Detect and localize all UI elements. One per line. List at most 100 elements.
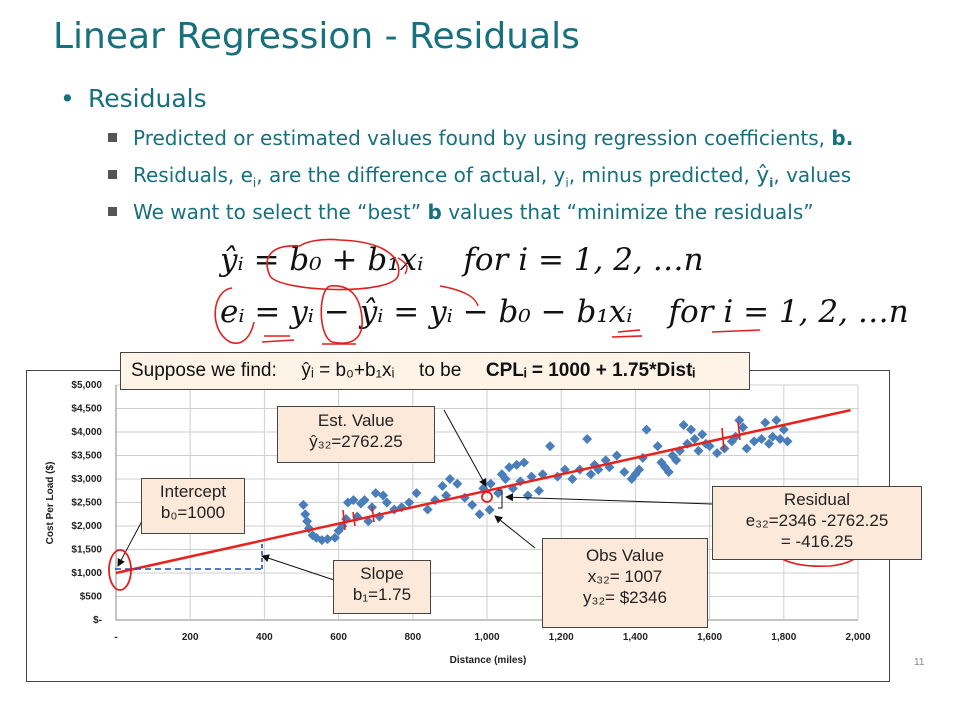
data-point <box>697 429 708 440</box>
x-tick-label: 1,200 <box>549 632 574 643</box>
annotation-circle-yhat <box>320 285 363 344</box>
data-point <box>441 490 452 501</box>
data-point <box>782 436 793 447</box>
equation-1: ŷᵢ = b₀ + b₁xᵢ <box>220 242 424 278</box>
data-point <box>663 466 674 477</box>
sub1-bold: b. <box>831 126 854 150</box>
data-point <box>485 478 496 489</box>
x-tick-label: 1,000 <box>474 632 499 643</box>
data-point <box>674 445 685 456</box>
data-point <box>726 436 737 447</box>
data-point <box>515 476 526 487</box>
data-point <box>634 464 645 475</box>
data-point <box>300 509 311 520</box>
regression-line <box>115 408 851 575</box>
data-point <box>545 441 556 452</box>
data-point <box>484 504 495 515</box>
data-point <box>474 509 485 520</box>
data-point <box>678 419 689 430</box>
data-point <box>370 488 381 499</box>
equation-residual: eᵢ = yᵢ − ŷᵢ = yᵢ − b₀ − b₁xᵢ for i = 1, … <box>220 294 909 330</box>
y-tick-label: $3,500 <box>71 451 102 462</box>
data-point <box>500 474 511 484</box>
residual-red-ticks <box>342 421 741 531</box>
obs-value-y: y₃₂= $2346 <box>583 588 667 607</box>
data-point <box>411 488 422 499</box>
residual-bracket <box>498 489 503 509</box>
data-point <box>307 530 318 541</box>
data-point <box>763 438 774 449</box>
slope-arrow <box>261 554 335 581</box>
square-bullet-icon <box>108 170 117 179</box>
y-tick-label: $500 <box>80 592 103 603</box>
data-point <box>693 445 704 456</box>
obs-value-x: x₃₂= 1007 <box>587 567 663 586</box>
sub3-bold: b <box>427 200 442 224</box>
data-point <box>422 504 433 515</box>
sub-bullet-predicted: Predicted or estimated values found by u… <box>108 126 853 150</box>
data-point <box>522 490 533 501</box>
est-value-label: Est. Value <box>317 411 395 430</box>
data-point <box>363 516 374 527</box>
data-point <box>404 497 415 508</box>
x-tick-labels: - 200 400 600 800 1,000 1,200 1,400 1,600 1,800 2,… <box>114 632 871 643</box>
data-point <box>493 488 504 499</box>
sub2-i2: i <box>565 176 569 190</box>
obs-value-arrow <box>494 515 536 549</box>
sub3-c: “minimize the residuals” <box>566 200 814 224</box>
intercept-label: Intercept <box>159 482 227 501</box>
est-red-circle <box>481 491 493 503</box>
equation-predicted: ŷᵢ = b₀ + b₁xᵢ for i = 1, 2, …n <box>220 242 704 278</box>
sub2-c: , minus predicted, <box>568 163 750 187</box>
data-point <box>381 497 392 508</box>
residual-callout: Residual e₃₂=2346 -2762.25 = -416.25 <box>712 486 922 560</box>
y-axis-label: Cost Per Load ($) <box>45 462 56 545</box>
est-value-arrow <box>443 409 487 487</box>
residual-formula: e₃₂=2346 -2762.25 <box>745 511 889 530</box>
data-point <box>671 455 682 466</box>
square-bullet-icon <box>108 207 117 216</box>
data-point <box>689 434 700 445</box>
y-tick-label: $- <box>93 615 102 626</box>
data-point <box>526 471 537 482</box>
suppose-banner: Suppose we find: ŷᵢ = b₀+b₁xᵢ to be CPLᵢ… <box>120 352 750 390</box>
slope-callout: Slope b₁=1.75 <box>333 560 431 614</box>
data-point <box>467 499 478 510</box>
data-point <box>567 474 578 484</box>
suppose-text-3: to be <box>419 360 462 381</box>
data-point <box>459 492 470 503</box>
slope-label: Slope <box>360 564 404 583</box>
y-tick-label: $4,000 <box>71 427 102 438</box>
sub2-i3: i <box>769 176 774 190</box>
y-tick-label: $2,000 <box>71 521 102 532</box>
annotation-tail <box>397 257 408 275</box>
x-tick-label: 1,400 <box>623 632 648 643</box>
x-tick-label: 1,800 <box>771 632 796 643</box>
data-point <box>600 455 611 466</box>
x-tick-label: 200 <box>182 632 199 643</box>
intercept-red-circle <box>108 549 132 591</box>
data-point <box>712 448 723 459</box>
data-point <box>322 534 333 545</box>
data-point <box>444 474 455 484</box>
bullet-residuals: • Residuals <box>60 84 207 113</box>
data-point <box>329 532 340 543</box>
data-point <box>519 457 530 468</box>
y-tick-label: $1,500 <box>71 545 102 556</box>
equation-1-for: for i = 1, 2, …n <box>463 242 704 278</box>
sub2-a: Residuals, e <box>133 163 253 187</box>
residual-arrow <box>505 493 713 505</box>
data-point <box>630 469 641 480</box>
data-point <box>767 431 778 442</box>
data-point <box>686 424 697 435</box>
annotation-arrow <box>439 285 479 307</box>
data-point <box>396 502 407 513</box>
obs-value-label: Obs Value <box>585 546 665 565</box>
x-axis-label: Distance (miles) <box>450 655 527 666</box>
data-point <box>760 417 771 428</box>
data-point <box>749 436 760 447</box>
data-point <box>533 485 544 496</box>
equation-2: eᵢ = yᵢ − ŷᵢ = yᵢ − b₀ − b₁xᵢ <box>220 294 633 330</box>
data-point <box>756 434 767 445</box>
data-points <box>298 415 793 546</box>
